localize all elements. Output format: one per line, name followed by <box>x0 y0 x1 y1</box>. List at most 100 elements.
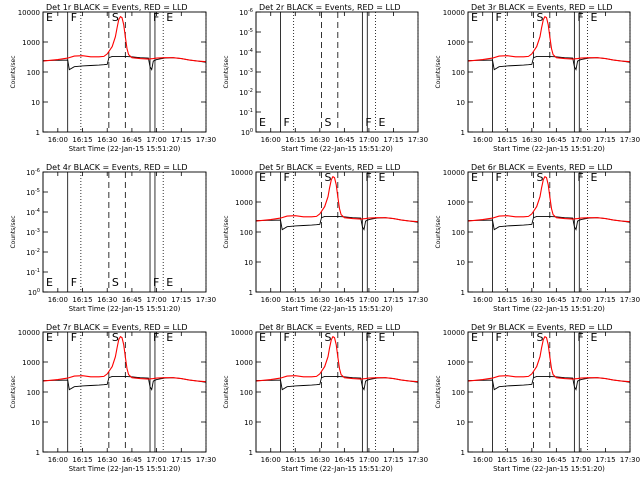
y-tick-exponent: -2 <box>35 248 40 254</box>
x-tick-label: 17:30 <box>408 456 428 464</box>
marker-letter: F <box>284 171 290 184</box>
x-tick-label: 16:45 <box>546 296 566 304</box>
x-tick-label: 16:45 <box>546 456 566 464</box>
x-tick-label: 16:00 <box>48 456 68 464</box>
plot-frame <box>255 331 419 453</box>
x-tick-label: 16:15 <box>285 136 305 144</box>
lld-series-line <box>255 335 419 383</box>
panel-8: Det 8r BLACK = Events, RED = LLD Counts/s… <box>223 323 428 473</box>
x-tick-label: 17:30 <box>620 136 640 144</box>
y-tick-exponent: 0 <box>37 288 40 294</box>
x-tick-label: 16:45 <box>122 136 142 144</box>
y-tick-label: 10-6 <box>239 8 253 17</box>
y-tick-label: 10 <box>31 419 40 427</box>
panel-1: Det 1r BLACK = Events, RED = LLD Counts/s… <box>10 3 216 153</box>
y-axis-label: Counts/sec <box>223 215 230 248</box>
x-tick-label: 16:00 <box>473 136 493 144</box>
marker-letter: E <box>259 171 266 184</box>
marker-letter: E <box>378 116 385 129</box>
x-tick-label: 16:30 <box>97 296 117 304</box>
marker-letter: E <box>259 331 266 344</box>
x-tick-label: 17:30 <box>408 136 428 144</box>
x-tick-label: 16:30 <box>310 296 330 304</box>
y-tick-label: 10-2 <box>239 88 253 97</box>
y-tick-label: 100 <box>28 288 40 297</box>
y-tick-exponent: -2 <box>248 88 253 94</box>
x-tick-label: 16:15 <box>497 456 517 464</box>
panel-7: Det 7r BLACK = Events, RED = LLD Counts/s… <box>10 323 216 473</box>
x-axis-label: Start Time (22-Jan-15 15:51:20) <box>493 145 605 153</box>
x-tick-label: 17:15 <box>171 296 191 304</box>
x-tick-label: 16:15 <box>285 296 305 304</box>
panel-3: Det 3r BLACK = Events, RED = LLD Counts/s… <box>435 3 640 153</box>
lld-series-line <box>467 15 631 63</box>
y-tick-label: 100 <box>452 69 465 77</box>
marker-letter: F <box>365 116 371 129</box>
y-tick-label: 1000 <box>22 359 40 367</box>
y-tick-label: 100 <box>240 229 253 237</box>
panel-title: Det 1r BLACK = Events, RED = LLD <box>46 3 188 12</box>
y-tick-label: 1 <box>249 289 253 297</box>
y-tick-label: 1 <box>249 449 253 457</box>
x-tick-label: 16:15 <box>72 456 92 464</box>
x-tick-label: 16:00 <box>261 296 281 304</box>
marker-letter: F <box>153 276 159 289</box>
y-tick-label: 100 <box>27 389 40 397</box>
y-tick-exponent: -6 <box>35 168 40 174</box>
marker-letter: S <box>324 171 331 184</box>
y-tick-label: 100 <box>240 389 253 397</box>
y-tick-exponent: -5 <box>248 28 253 34</box>
marker-letter: E <box>166 331 173 344</box>
plot-frame <box>467 331 631 453</box>
marker-letter: S <box>324 116 331 129</box>
x-tick-label: 17:30 <box>408 296 428 304</box>
y-tick-label: 10-4 <box>239 48 253 57</box>
y-tick-label: 10-2 <box>26 248 40 257</box>
x-tick-label: 16:30 <box>310 456 330 464</box>
marker-letter: S <box>536 171 543 184</box>
x-tick-label: 17:30 <box>620 296 640 304</box>
y-tick-exponent: -4 <box>248 48 253 54</box>
y-axis-label: Counts/sec <box>435 375 442 408</box>
y-tick-label: 1000 <box>235 359 253 367</box>
x-tick-label: 17:30 <box>196 136 216 144</box>
x-tick-label: 16:15 <box>72 136 92 144</box>
x-tick-label: 16:30 <box>522 456 542 464</box>
x-tick-label: 16:00 <box>48 136 68 144</box>
panel-title: Det 7r BLACK = Events, RED = LLD <box>46 323 188 332</box>
plot-frame <box>42 171 207 293</box>
x-tick-label: 17:15 <box>595 296 615 304</box>
marker-letter: E <box>590 11 597 24</box>
marker-letter: F <box>577 171 583 184</box>
panel-title: Det 9r BLACK = Events, RED = LLD <box>471 323 613 332</box>
y-axis-label: Counts/sec <box>10 215 17 248</box>
y-tick-label: 10000 <box>443 329 465 337</box>
marker-letter: S <box>112 11 119 24</box>
y-axis-label: Counts/sec <box>10 55 17 88</box>
panel-2: Det 2r BLACK = Events, RED = LLD Counts/s… <box>223 3 428 153</box>
y-axis-label: Counts/sec <box>10 375 17 408</box>
plot-frame <box>255 171 419 293</box>
x-axis-label: Start Time (22-Jan-15 15:51:20) <box>281 145 393 153</box>
x-tick-label: 17:30 <box>196 456 216 464</box>
y-tick-label: 10-5 <box>26 188 40 197</box>
y-tick-exponent: -1 <box>35 268 40 274</box>
x-tick-label: 17:15 <box>595 456 615 464</box>
y-tick-label: 100 <box>452 229 465 237</box>
x-tick-label: 16:00 <box>48 296 68 304</box>
x-axis-label: Start Time (22-Jan-15 15:51:20) <box>493 465 605 473</box>
marker-letter: E <box>46 11 53 24</box>
marker-letter: F <box>284 331 290 344</box>
x-axis-label: Start Time (22-Jan-15 15:51:20) <box>493 305 605 313</box>
panel-title: Det 4r BLACK = Events, RED = LLD <box>46 163 188 172</box>
y-axis-label: Counts/sec <box>223 55 230 88</box>
y-tick-label: 10000 <box>231 329 253 337</box>
marker-letter: F <box>71 331 77 344</box>
y-tick-exponent: -6 <box>248 8 253 14</box>
x-tick-label: 17:15 <box>383 456 403 464</box>
y-tick-label: 10-3 <box>26 228 40 237</box>
y-tick-exponent: -3 <box>248 68 253 74</box>
y-tick-exponent: 0 <box>250 128 253 134</box>
x-axis-label: Start Time (22-Jan-15 15:51:20) <box>69 465 181 473</box>
x-tick-label: 16:00 <box>473 456 493 464</box>
